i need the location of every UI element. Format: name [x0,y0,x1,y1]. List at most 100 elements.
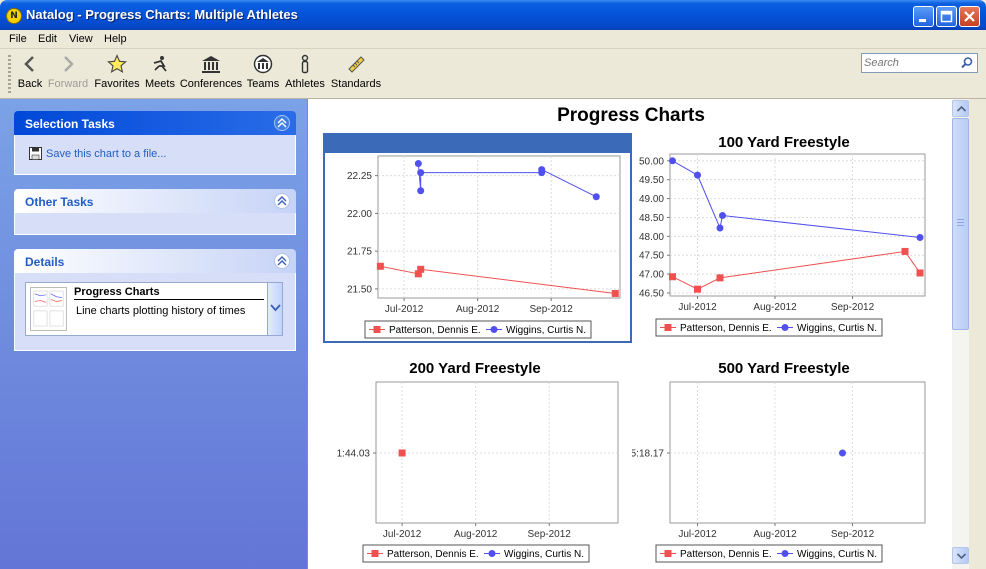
details-header[interactable]: Details [14,249,296,273]
details-dropdown-button[interactable] [267,283,282,335]
selection-tasks-title: Selection Tasks [25,117,115,131]
other-tasks-title: Other Tasks [25,195,94,209]
task-pane: Selection Tasks Save this chart to a fil… [0,99,307,569]
maximize-icon [940,10,953,23]
legend-marker [664,324,672,331]
title-bar[interactable]: N Natalog - Progress Charts: Multiple At… [0,0,986,30]
collapse-chevron-icon[interactable] [274,253,290,269]
legend-label: Wiggins, Curtis N. [504,549,584,560]
standards-button[interactable]: Standards [330,54,382,96]
legend-label: Patterson, Dennis E. [389,325,481,336]
data-point [694,171,701,179]
conferences-label: Conferences [179,78,243,90]
data-point [398,449,406,457]
floppy-disk-icon [29,147,42,160]
chart-100-yard-freestyle: 100 Yard Freestyle Jul-2012 Aug-2012 Sep-20… [639,134,926,337]
menu-edit[interactable]: Edit [38,33,57,45]
x-tick-label: Jul-2012 [383,529,422,540]
scroll-down-button[interactable] [952,547,969,564]
legend-marker [488,550,496,557]
plot-area [669,153,926,297]
y-tick-label: 21.75 [347,247,372,258]
chart-panel-200-free[interactable]: 200 Yard Freestyle Jul-2012 Aug-2012 Sep-20… [323,359,632,569]
legend-marker [664,550,672,557]
back-button[interactable]: Back [16,54,44,96]
y-tick-label: 49.50 [639,175,664,186]
y-tick-label: 50.00 [639,156,664,167]
meets-button[interactable]: Meets [144,54,176,96]
other-tasks-header[interactable]: Other Tasks [14,189,296,213]
selection-tasks-header[interactable]: Selection Tasks [14,111,296,135]
x-tick-label: Jul-2012 [678,302,717,313]
menu-file[interactable]: File [9,33,27,45]
data-point [669,157,676,165]
legend-box [655,544,883,563]
selected-chart-highlight [325,135,630,153]
conferences-button[interactable]: Conferences [179,54,243,96]
arrow-up-icon [957,106,966,112]
star-icon [107,54,127,74]
athletes-button[interactable]: Athletes [283,54,327,96]
details-card[interactable]: Progress Charts Line charts plotting his… [25,282,283,336]
selection-tasks-body: Save this chart to a file... [14,135,296,175]
chart-thumbnail-icon [30,287,67,331]
standards-label: Standards [330,78,382,90]
minimize-button[interactable] [913,6,934,27]
data-point [901,247,909,255]
collapse-chevron-icon[interactable] [274,115,290,131]
scroll-up-button[interactable] [952,100,969,117]
details-name: Progress Charts [74,286,264,300]
chart-title: 100 Yard Freestyle [718,134,849,151]
vertical-scrollbar[interactable] [952,99,969,569]
favorites-button[interactable]: Favorites [94,54,140,96]
chart-panel-50-free[interactable]: 50 Yard FreestyleJul-2012Aug-2012Sep-201… [323,133,632,343]
chart-legend: Patterson, Dennis E. Wiggins, Curtis N. [655,544,883,563]
y-tick-label: 21.50 [347,284,372,295]
chart-200-yard-freestyle: 200 Yard Freestyle Jul-2012 Aug-2012 Sep-20… [337,360,619,563]
data-point [916,233,924,241]
data-point [839,449,846,457]
maximize-button[interactable] [936,6,957,27]
data-point [417,187,425,195]
search-box [861,53,978,73]
natalog-app-icon[interactable]: N [6,8,22,24]
selection-tasks-panel: Selection Tasks Save this chart to a fil… [14,111,296,175]
chart-legend: Patterson, Dennis E. Wiggins, Curtis N. [655,318,883,337]
x-tick-label: Aug-2012 [753,529,797,540]
search-input[interactable] [864,56,956,70]
content-title: Progress Charts [557,105,705,126]
search-icon[interactable] [960,56,974,70]
chart-panel-100-free[interactable]: 100 Yard Freestyle Jul-2012 Aug-2012 Sep-20… [632,133,937,343]
x-tick-label: Sep-2012 [831,529,875,540]
data-point [611,289,619,297]
series-line [417,163,597,198]
other-tasks-body [14,213,296,235]
teams-button[interactable]: Teams [246,54,280,96]
person-icon [301,54,309,74]
toolbar-grip[interactable] [8,55,11,93]
legend-box [655,318,883,337]
data-point [417,169,425,177]
legend-label: Wiggins, Curtis N. [797,323,877,334]
x-tick-label: Jul-2012 [678,529,717,540]
y-tick-label: 48.50 [639,213,664,224]
data-point [376,262,384,270]
back-label: Back [17,78,43,90]
chart-panel-500-free[interactable]: 500 Yard Freestyle Jul-2012 Aug-2012 Sep-20… [631,359,937,569]
x-tick-label: Sep-2012 [528,529,572,540]
close-button[interactable] [959,6,980,27]
legend-marker [781,324,789,331]
menu-bar: File Edit View Help [0,30,986,49]
plot-area [377,155,621,299]
chevron-down-icon [270,304,281,312]
scroll-thumb[interactable] [952,118,969,330]
menu-view[interactable]: View [69,33,93,45]
collapse-chevron-icon[interactable] [274,193,290,209]
data-point [414,160,422,168]
legend-box [362,544,590,563]
details-panel: Details Progress Charts Line charts plot… [14,249,296,351]
save-chart-link[interactable]: Save this chart to a file... [29,147,166,160]
menu-help[interactable]: Help [104,33,127,45]
forward-button[interactable]: Forward [46,54,90,96]
legend-label: Patterson, Dennis E. [680,323,772,334]
